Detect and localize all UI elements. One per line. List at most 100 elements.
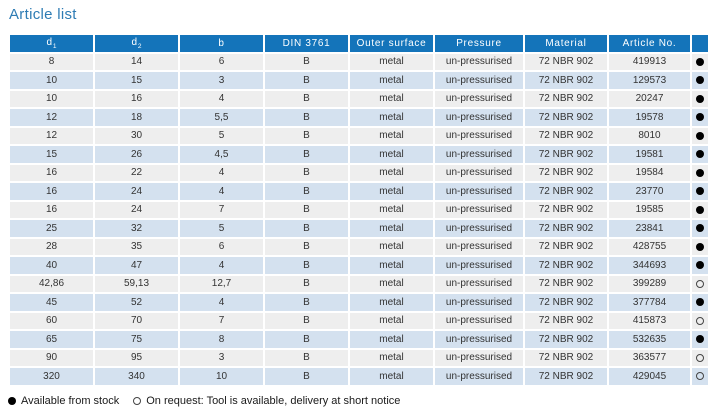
cell-pressure: un-pressurised xyxy=(433,292,525,313)
cell-d2: 52 xyxy=(93,292,180,313)
cell-article-no: 419913 xyxy=(607,51,692,72)
cell-din-3761: B xyxy=(263,218,350,239)
cell-article-no: 428755 xyxy=(607,236,692,257)
cell-d2: 24 xyxy=(93,199,180,220)
cell-outer-surface: metal xyxy=(348,88,435,109)
cell-outer-surface: metal xyxy=(348,255,435,276)
cell-outer-surface: metal xyxy=(348,199,435,220)
cell-d1: 65 xyxy=(8,329,95,350)
stock-cell xyxy=(690,347,710,368)
cell-outer-surface: metal xyxy=(348,162,435,183)
cell-pressure: un-pressurised xyxy=(433,70,525,91)
cell-article-no: 19581 xyxy=(607,144,692,165)
cell-d2: 32 xyxy=(93,218,180,239)
cell-d1: 25 xyxy=(8,218,95,239)
open-circle-icon xyxy=(133,396,142,405)
cell-d1: 15 xyxy=(8,144,95,165)
cell-b: 4,5 xyxy=(178,144,265,165)
cell-din-3761: B xyxy=(263,181,350,202)
cell-outer-surface: metal xyxy=(348,218,435,239)
stock-filled-icon xyxy=(696,76,704,85)
stock-filled-icon xyxy=(696,94,704,103)
column-header-d2: d2 xyxy=(93,33,180,54)
stock-open-icon xyxy=(696,279,704,288)
cell-din-3761: B xyxy=(263,70,350,91)
cell-article-no: 19578 xyxy=(607,107,692,128)
cell-d1: 320 xyxy=(8,366,95,387)
cell-article-no: 429045 xyxy=(607,366,692,387)
cell-b: 6 xyxy=(178,51,265,72)
stock-filled-icon xyxy=(696,205,704,214)
stock-filled-icon xyxy=(696,335,704,344)
cell-din-3761: B xyxy=(263,199,350,220)
stock-cell xyxy=(690,107,710,128)
cell-d2: 47 xyxy=(93,255,180,276)
stock-cell xyxy=(690,125,710,146)
cell-outer-surface: metal xyxy=(348,51,435,72)
stock-filled-icon xyxy=(696,187,704,196)
stock-cell xyxy=(690,236,710,257)
cell-d1: 90 xyxy=(8,347,95,368)
cell-b: 4 xyxy=(178,181,265,202)
cell-d1: 16 xyxy=(8,181,95,202)
cell-pressure: un-pressurised xyxy=(433,107,525,128)
cell-d2: 75 xyxy=(93,329,180,350)
cell-d1: 60 xyxy=(8,310,95,331)
legend-on-request: On request: Tool is available, delivery … xyxy=(133,395,400,407)
cell-article-no: 23841 xyxy=(607,218,692,239)
cell-article-no: 23770 xyxy=(607,181,692,202)
cell-outer-surface: metal xyxy=(348,310,435,331)
cell-outer-surface: metal xyxy=(348,347,435,368)
cell-article-no: 377784 xyxy=(607,292,692,313)
cell-b: 5 xyxy=(178,125,265,146)
cell-article-no: 399289 xyxy=(607,273,692,294)
cell-material: 72 NBR 902 xyxy=(523,51,609,72)
cell-material: 72 NBR 902 xyxy=(523,181,609,202)
cell-outer-surface: metal xyxy=(348,236,435,257)
cell-b: 8 xyxy=(178,329,265,350)
cell-b: 3 xyxy=(178,347,265,368)
cell-din-3761: B xyxy=(263,162,350,183)
stock-cell xyxy=(690,70,710,91)
stock-filled-icon xyxy=(696,298,704,307)
cell-din-3761: B xyxy=(263,125,350,146)
cell-d1: 42,86 xyxy=(8,273,95,294)
cell-outer-surface: metal xyxy=(348,273,435,294)
filled-circle-icon xyxy=(8,396,16,405)
cell-d2: 16 xyxy=(93,88,180,109)
cell-b: 7 xyxy=(178,199,265,220)
cell-b: 4 xyxy=(178,292,265,313)
cell-article-no: 532635 xyxy=(607,329,692,350)
cell-material: 72 NBR 902 xyxy=(523,162,609,183)
cell-pressure: un-pressurised xyxy=(433,125,525,146)
stock-cell xyxy=(690,162,710,183)
cell-d1: 40 xyxy=(8,255,95,276)
stock-open-icon xyxy=(696,353,704,362)
cell-material: 72 NBR 902 xyxy=(523,70,609,91)
cell-din-3761: B xyxy=(263,255,350,276)
cell-material: 72 NBR 902 xyxy=(523,218,609,239)
cell-b: 4 xyxy=(178,88,265,109)
cell-b: 4 xyxy=(178,162,265,183)
stock-cell xyxy=(690,273,710,294)
cell-pressure: un-pressurised xyxy=(433,310,525,331)
cell-material: 72 NBR 902 xyxy=(523,144,609,165)
cell-d1: 10 xyxy=(8,70,95,91)
cell-material: 72 NBR 902 xyxy=(523,329,609,350)
stock-filled-icon xyxy=(696,57,704,66)
cell-din-3761: B xyxy=(263,107,350,128)
cell-d2: 26 xyxy=(93,144,180,165)
